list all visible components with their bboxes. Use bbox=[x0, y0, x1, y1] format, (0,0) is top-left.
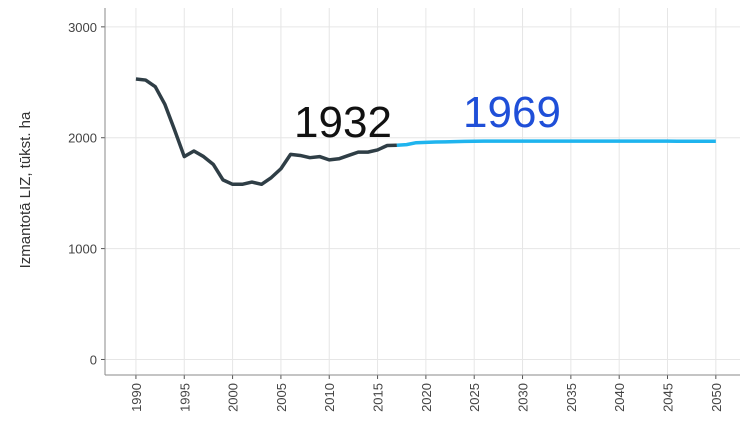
x-tick-label: 2000 bbox=[226, 383, 241, 412]
x-tick-label: 2015 bbox=[371, 383, 386, 412]
y-tick-label: 2000 bbox=[68, 131, 97, 146]
annotation: 1969 bbox=[463, 88, 561, 137]
data-line bbox=[135, 77, 397, 187]
x-tick-label: 1995 bbox=[177, 383, 192, 412]
annotation: 1932 bbox=[294, 98, 392, 147]
x-tick-label: 2040 bbox=[612, 383, 627, 412]
y-axis-label: Izmantotā LIZ, tūkst. ha bbox=[17, 111, 34, 268]
x-tick-label: 2005 bbox=[274, 383, 289, 412]
x-tick-label: 2050 bbox=[709, 383, 724, 412]
data-line bbox=[396, 139, 716, 148]
y-tick-label: 3000 bbox=[68, 20, 97, 35]
x-tick-label: 2020 bbox=[419, 383, 434, 412]
x-tick-label: 2010 bbox=[322, 383, 337, 412]
y-tick-label: 0 bbox=[90, 352, 97, 367]
x-tick-label: 2030 bbox=[516, 383, 531, 412]
x-tick-label: 2045 bbox=[661, 383, 676, 412]
x-tick-label: 2025 bbox=[467, 383, 482, 412]
x-tick-label: 1990 bbox=[129, 383, 144, 412]
x-tick-label: 2035 bbox=[564, 383, 579, 412]
y-tick-label: 1000 bbox=[68, 242, 97, 257]
